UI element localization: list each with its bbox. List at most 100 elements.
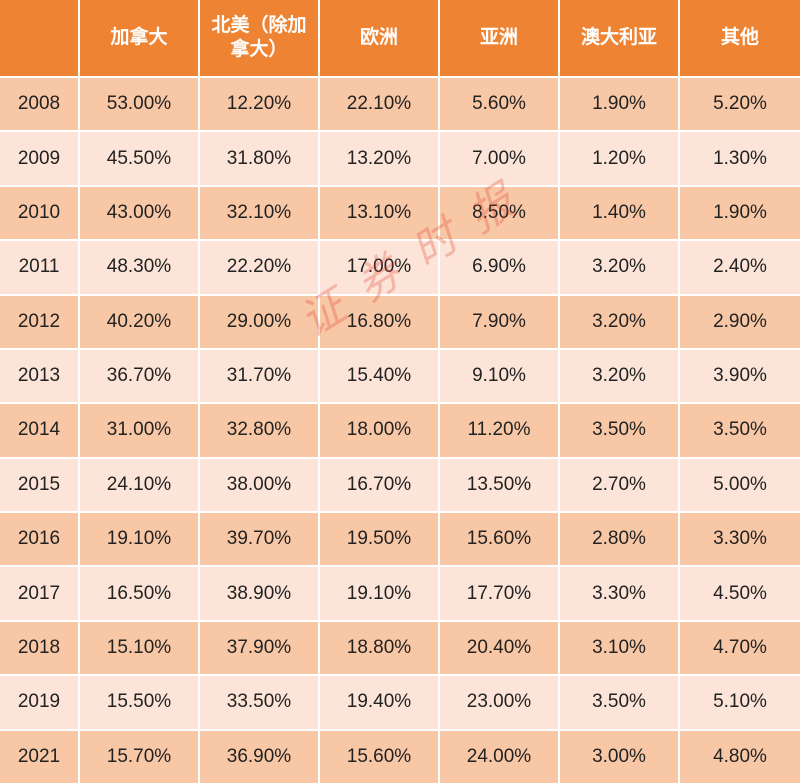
value-cell: 3.20% [560, 241, 680, 296]
year-cell: 2013 [0, 349, 80, 405]
value-cell: 17.00% [320, 241, 440, 296]
value-cell: 1.90% [680, 186, 800, 242]
value-cell: 16.50% [80, 567, 200, 622]
value-cell: 3.50% [560, 404, 680, 459]
table-row: 2019 15.50% 33.50% 19.40% 23.00% 3.50% 5.10% [0, 676, 800, 731]
value-cell: 6.90% [440, 241, 560, 296]
value-cell: 2.90% [680, 295, 800, 350]
column-header: 其他 [680, 0, 800, 78]
value-cell: 31.00% [80, 404, 200, 459]
value-cell: 31.80% [200, 132, 320, 187]
value-cell: 36.70% [80, 349, 200, 405]
header-row: 加拿大 北美（除加拿大） 欧洲 亚洲 澳大利亚 其他 [0, 0, 800, 78]
table-row: 2021 15.70% 36.90% 15.60% 24.00% 3.00% 4.80% [0, 730, 800, 783]
value-cell: 3.20% [560, 295, 680, 350]
year-cell: 2014 [0, 404, 80, 459]
table-row: 2016 19.10% 39.70% 19.50% 15.60% 2.80% 3.30% [0, 513, 800, 568]
value-cell: 1.20% [560, 132, 680, 187]
value-cell: 9.10% [440, 349, 560, 405]
value-cell: 3.10% [560, 621, 680, 677]
value-cell: 15.60% [440, 513, 560, 568]
year-cell: 2018 [0, 621, 80, 677]
value-cell: 5.20% [680, 78, 800, 133]
value-cell: 24.00% [440, 730, 560, 783]
table-row: 2011 48.30% 22.20% 17.00% 6.90% 3.20% 2.40% [0, 241, 800, 296]
year-cell: 2016 [0, 513, 80, 568]
year-cell: 2010 [0, 186, 80, 242]
value-cell: 15.60% [320, 730, 440, 783]
table-row: 2012 40.20% 29.00% 16.80% 7.90% 3.20% 2.90% [0, 295, 800, 350]
value-cell: 7.00% [440, 132, 560, 187]
year-cell: 2015 [0, 458, 80, 513]
value-cell: 5.60% [440, 78, 560, 133]
table-row: 2017 16.50% 38.90% 19.10% 17.70% 3.30% 4.50% [0, 567, 800, 622]
value-cell: 23.00% [440, 676, 560, 731]
value-cell: 4.50% [680, 567, 800, 622]
value-cell: 13.20% [320, 132, 440, 187]
value-cell: 48.30% [80, 241, 200, 296]
table-body: 2008 53.00% 12.20% 22.10% 5.60% 1.90% 5.20% 200… [0, 78, 800, 783]
value-cell: 3.00% [560, 730, 680, 783]
value-cell: 32.80% [200, 404, 320, 459]
value-cell: 11.20% [440, 404, 560, 459]
year-cell: 2012 [0, 295, 80, 350]
column-header: 北美（除加拿大） [200, 0, 320, 78]
year-cell: 2017 [0, 567, 80, 622]
value-cell: 31.70% [200, 349, 320, 405]
value-cell: 40.20% [80, 295, 200, 350]
value-cell: 15.10% [80, 621, 200, 677]
table-row: 2010 43.00% 32.10% 13.10% 8.50% 1.40% 1.90% [0, 186, 800, 242]
value-cell: 2.40% [680, 241, 800, 296]
value-cell: 2.80% [560, 513, 680, 568]
value-cell: 32.10% [200, 186, 320, 242]
table-row: 2015 24.10% 38.00% 16.70% 13.50% 2.70% 5.00% [0, 458, 800, 513]
value-cell: 13.10% [320, 186, 440, 242]
value-cell: 2.70% [560, 458, 680, 513]
value-cell: 38.90% [200, 567, 320, 622]
year-cell: 2011 [0, 241, 80, 296]
table-row: 2008 53.00% 12.20% 22.10% 5.60% 1.90% 5.20% [0, 78, 800, 133]
value-cell: 29.00% [200, 295, 320, 350]
column-header: 加拿大 [80, 0, 200, 78]
value-cell: 53.00% [80, 78, 200, 133]
table-row: 2009 45.50% 31.80% 13.20% 7.00% 1.20% 1.30% [0, 132, 800, 187]
table-row: 2018 15.10% 37.90% 18.80% 20.40% 3.10% 4.70% [0, 621, 800, 677]
value-cell: 3.50% [560, 676, 680, 731]
table-header: 加拿大 北美（除加拿大） 欧洲 亚洲 澳大利亚 其他 [0, 0, 800, 78]
value-cell: 19.10% [320, 567, 440, 622]
value-cell: 17.70% [440, 567, 560, 622]
value-cell: 3.20% [560, 349, 680, 405]
value-cell: 5.10% [680, 676, 800, 731]
value-cell: 19.40% [320, 676, 440, 731]
value-cell: 4.80% [680, 730, 800, 783]
value-cell: 15.70% [80, 730, 200, 783]
value-cell: 1.40% [560, 186, 680, 242]
value-cell: 5.00% [680, 458, 800, 513]
value-cell: 45.50% [80, 132, 200, 187]
value-cell: 24.10% [80, 458, 200, 513]
value-cell: 22.20% [200, 241, 320, 296]
value-cell: 38.00% [200, 458, 320, 513]
value-cell: 18.80% [320, 621, 440, 677]
value-cell: 39.70% [200, 513, 320, 568]
value-cell: 20.40% [440, 621, 560, 677]
value-cell: 43.00% [80, 186, 200, 242]
value-cell: 15.50% [80, 676, 200, 731]
value-cell: 3.30% [680, 513, 800, 568]
value-cell: 19.10% [80, 513, 200, 568]
value-cell: 3.30% [560, 567, 680, 622]
value-cell: 37.90% [200, 621, 320, 677]
value-cell: 3.90% [680, 349, 800, 405]
value-cell: 16.70% [320, 458, 440, 513]
year-cell: 2009 [0, 132, 80, 187]
table-row: 2014 31.00% 32.80% 18.00% 11.20% 3.50% 3.50% [0, 404, 800, 459]
value-cell: 3.50% [680, 404, 800, 459]
value-cell: 33.50% [200, 676, 320, 731]
year-cell: 2021 [0, 730, 80, 783]
value-cell: 1.30% [680, 132, 800, 187]
year-cell: 2008 [0, 78, 80, 133]
value-cell: 36.90% [200, 730, 320, 783]
column-header: 亚洲 [440, 0, 560, 78]
value-cell: 8.50% [440, 186, 560, 242]
